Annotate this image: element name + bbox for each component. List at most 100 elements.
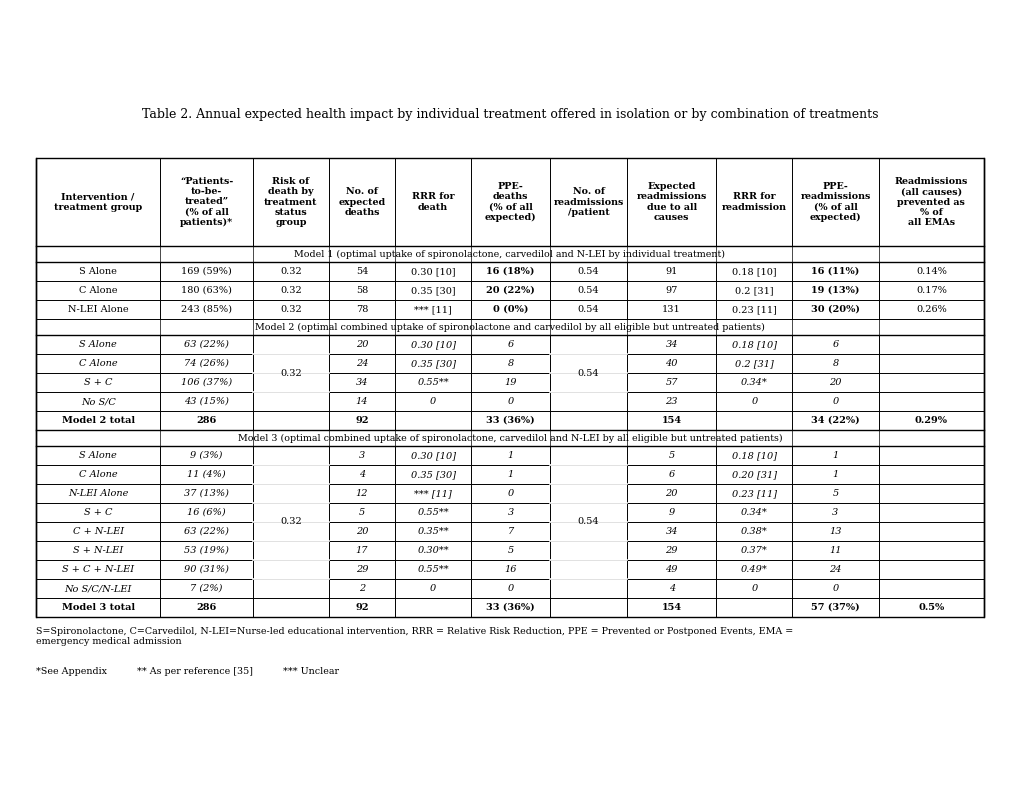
Bar xyxy=(627,300,715,319)
Text: N-LEI Alone: N-LEI Alone xyxy=(68,305,128,314)
Text: 1: 1 xyxy=(832,451,838,460)
Bar xyxy=(328,541,394,560)
Bar xyxy=(36,392,160,411)
Text: 154: 154 xyxy=(661,603,681,612)
Bar xyxy=(627,158,715,246)
Text: 20: 20 xyxy=(828,378,841,387)
Text: 0.18 [10]: 0.18 [10] xyxy=(732,451,776,460)
Text: No. of
readmissions
/patient: No. of readmissions /patient xyxy=(552,187,623,217)
Text: *** [11]: *** [11] xyxy=(414,489,451,498)
Bar xyxy=(792,392,877,411)
Bar xyxy=(160,465,253,484)
Text: 34: 34 xyxy=(664,340,678,349)
Text: 0.35 [30]: 0.35 [30] xyxy=(411,286,454,295)
Bar xyxy=(549,411,627,430)
Bar xyxy=(877,300,983,319)
Bar xyxy=(792,579,877,598)
Bar xyxy=(160,281,253,300)
Bar xyxy=(549,598,627,617)
Bar xyxy=(877,503,983,522)
Bar xyxy=(715,281,792,300)
Text: 23: 23 xyxy=(664,397,678,406)
Bar xyxy=(792,373,877,392)
Bar xyxy=(36,446,160,465)
Bar xyxy=(471,354,549,373)
Text: 0.54: 0.54 xyxy=(577,267,599,276)
Bar xyxy=(549,262,627,281)
Text: *** [11]: *** [11] xyxy=(414,305,451,314)
Bar xyxy=(394,541,471,560)
Bar xyxy=(549,281,627,300)
Text: 16: 16 xyxy=(503,565,517,574)
Bar xyxy=(328,392,394,411)
Bar xyxy=(36,430,983,446)
Bar xyxy=(627,560,715,579)
Text: 20: 20 xyxy=(356,340,368,349)
Bar xyxy=(394,300,471,319)
Text: Expected
readmissions
due to all
causes: Expected readmissions due to all causes xyxy=(636,182,706,222)
Bar xyxy=(877,281,983,300)
Bar xyxy=(792,484,877,503)
Text: 7: 7 xyxy=(506,527,514,536)
Text: 7 (2%): 7 (2%) xyxy=(191,584,222,593)
Text: 0: 0 xyxy=(506,489,514,498)
Text: 0.20 [31]: 0.20 [31] xyxy=(732,470,776,479)
Text: 0.55**: 0.55** xyxy=(417,508,448,517)
Bar xyxy=(394,579,471,598)
Bar xyxy=(160,392,253,411)
Text: 3: 3 xyxy=(832,508,838,517)
Text: 58: 58 xyxy=(356,286,368,295)
Text: 37 (13%): 37 (13%) xyxy=(184,489,229,498)
Text: 3: 3 xyxy=(506,508,514,517)
Text: 53 (19%): 53 (19%) xyxy=(184,546,229,555)
Text: Model 3 total: Model 3 total xyxy=(61,603,135,612)
Text: 16 (6%): 16 (6%) xyxy=(187,508,226,517)
Bar xyxy=(160,411,253,430)
Bar xyxy=(715,560,792,579)
Text: 49: 49 xyxy=(664,565,678,574)
Text: 13: 13 xyxy=(828,527,841,536)
Text: 4: 4 xyxy=(359,470,365,479)
Text: 1: 1 xyxy=(506,470,514,479)
Bar xyxy=(715,598,792,617)
Text: 24: 24 xyxy=(356,359,368,368)
Text: 5: 5 xyxy=(506,546,514,555)
Bar xyxy=(36,598,160,617)
Bar xyxy=(328,522,394,541)
Text: 8: 8 xyxy=(832,359,838,368)
Bar xyxy=(792,300,877,319)
Text: 5: 5 xyxy=(832,489,838,498)
Bar xyxy=(36,560,160,579)
Bar xyxy=(877,579,983,598)
Bar xyxy=(877,522,983,541)
Text: 131: 131 xyxy=(661,305,681,314)
Bar xyxy=(549,446,627,598)
Text: Risk of
death by
treatment
status
group: Risk of death by treatment status group xyxy=(264,177,317,227)
Bar xyxy=(471,373,549,392)
Bar xyxy=(877,158,983,246)
Text: 20: 20 xyxy=(356,527,368,536)
Text: 34 (22%): 34 (22%) xyxy=(810,416,859,425)
Bar xyxy=(715,503,792,522)
Text: S + C: S + C xyxy=(84,378,112,387)
Bar xyxy=(877,373,983,392)
Text: 0: 0 xyxy=(832,584,838,593)
Text: 43 (15%): 43 (15%) xyxy=(184,397,229,406)
Bar xyxy=(160,484,253,503)
Text: 16 (18%): 16 (18%) xyxy=(486,267,534,276)
Bar xyxy=(792,158,877,246)
Bar xyxy=(160,579,253,598)
Text: 0.29%: 0.29% xyxy=(914,416,947,425)
Bar xyxy=(328,503,394,522)
Text: 0.54: 0.54 xyxy=(577,369,599,377)
Bar xyxy=(253,411,328,430)
Bar xyxy=(253,300,328,319)
Bar xyxy=(627,446,715,465)
Text: 0.30 [10]: 0.30 [10] xyxy=(411,340,455,349)
Bar xyxy=(36,246,983,262)
Text: 0.30 [10]: 0.30 [10] xyxy=(411,451,455,460)
Text: 0.55**: 0.55** xyxy=(417,378,448,387)
Bar xyxy=(160,158,253,246)
Bar xyxy=(394,446,471,465)
Bar xyxy=(36,522,160,541)
